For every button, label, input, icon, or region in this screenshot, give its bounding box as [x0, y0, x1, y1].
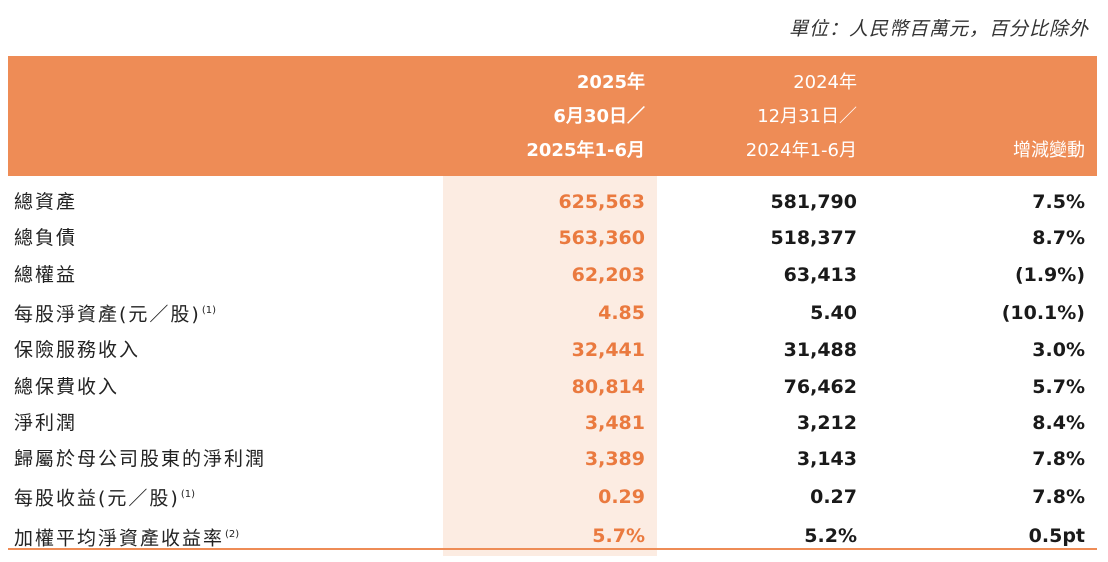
- value-change: 8.7%: [1032, 227, 1085, 250]
- value-2025: 625,563: [443, 176, 657, 221]
- row-label-text: 每股淨資產(元／股): [14, 303, 201, 326]
- row-label-text: 加權平均淨資產收益率: [14, 527, 225, 550]
- value-2024: 31,488: [783, 339, 857, 362]
- table-body: 總資產 625,563 581,790 7.5% 總負債 563,360 518,377 8.…: [8, 176, 1097, 557]
- header-change-label: 增減變動: [1013, 140, 1085, 161]
- table-row: 每股淨資產(元／股)(1) 4.85 5.40 (10.1%): [8, 292, 1097, 333]
- value-change: 3.0%: [1032, 339, 1085, 362]
- row-label: 每股收益(元／股)(1): [8, 477, 443, 516]
- value-2024: 5.40: [810, 301, 857, 324]
- value-2024: 518,377: [770, 227, 857, 250]
- table-row: 總保費收入 80,814 76,462 5.7%: [8, 368, 1097, 405]
- row-label: 總保費收入: [8, 369, 443, 405]
- value-2024: 0.27: [810, 486, 857, 509]
- table-row: 總負債 563,360 518,377 8.7%: [8, 220, 1097, 257]
- row-label-text: 每股收益(元／股): [14, 487, 180, 510]
- unit-note: 單位：人民幣百萬元，百分比除外: [788, 18, 1089, 40]
- value-2024: 3,212: [796, 411, 857, 434]
- value-2025: 5.7%: [443, 516, 657, 557]
- row-label-text: 總負債: [14, 227, 78, 250]
- header-2025-line-2: 6月30日／: [553, 106, 645, 127]
- table-row: 歸屬於母公司股東的淨利潤 3,389 3,143 7.8%: [8, 441, 1097, 478]
- value-2025: 3,389: [443, 441, 657, 478]
- header-change: 增減變動: [869, 56, 1097, 176]
- row-label: 保險服務收入: [8, 332, 443, 368]
- value-2025: 4.85: [443, 292, 657, 333]
- row-label-text: 保險服務收入: [14, 339, 141, 362]
- table-row: 總權益 62,203 63,413 (1.9%): [8, 256, 1097, 293]
- value-change: 5.7%: [1032, 375, 1085, 398]
- table-header-row: 2025年 6月30日／ 2025年1-6月 2024年 12月31日／ 202…: [8, 56, 1097, 176]
- row-label: 總資產: [8, 176, 443, 220]
- header-2025-line-1: 2025年: [576, 72, 645, 93]
- value-change: (1.9%): [1014, 263, 1085, 286]
- value-2024: 581,790: [770, 191, 857, 214]
- footnote-marker: (1): [201, 304, 216, 316]
- header-2024-line-2: 12月31日／: [757, 106, 857, 127]
- header-2024-line-3: 2024年1-6月: [745, 140, 857, 161]
- row-label-text: 總資產: [14, 191, 78, 214]
- header-2024-line-1: 2024年: [793, 72, 857, 93]
- value-2024: 63,413: [783, 263, 857, 286]
- header-2024: 2024年 12月31日／ 2024年1-6月: [657, 56, 869, 176]
- value-change: 0.5pt: [1028, 525, 1085, 548]
- table-row: 保險服務收入 32,441 31,488 3.0%: [8, 332, 1097, 369]
- value-2025: 0.29: [443, 477, 657, 517]
- financial-summary-table: 2025年 6月30日／ 2025年1-6月 2024年 12月31日／ 202…: [8, 56, 1097, 557]
- value-change: (10.1%): [1001, 301, 1085, 324]
- footnote-marker: (2): [225, 528, 240, 540]
- value-2024: 3,143: [796, 448, 857, 471]
- value-2025: 3,481: [443, 404, 657, 442]
- value-change: 7.5%: [1032, 191, 1085, 214]
- value-2025: 62,203: [443, 256, 657, 293]
- table-row: 淨利潤 3,481 3,212 8.4%: [8, 404, 1097, 442]
- row-label: 歸屬於母公司股東的淨利潤: [8, 441, 443, 477]
- value-change: 8.4%: [1032, 411, 1085, 434]
- value-2024: 5.2%: [804, 525, 857, 548]
- row-label: 淨利潤: [8, 405, 443, 441]
- value-2025: 80,814: [443, 368, 657, 405]
- row-label-text: 總權益: [14, 263, 78, 286]
- row-label: 總負債: [8, 220, 443, 256]
- value-2024: 76,462: [783, 375, 857, 398]
- value-2025: 32,441: [443, 332, 657, 369]
- table-row: 每股收益(元／股)(1) 0.29 0.27 7.8%: [8, 477, 1097, 517]
- header-2025-line-3: 2025年1-6月: [526, 140, 645, 161]
- row-label: 每股淨資產(元／股)(1): [8, 293, 443, 332]
- header-label-cell: [8, 56, 443, 176]
- value-change: 7.8%: [1032, 486, 1085, 509]
- row-label: 總權益: [8, 257, 443, 293]
- bottom-rule: [8, 548, 1097, 550]
- value-change: 7.8%: [1032, 448, 1085, 471]
- row-label-text: 歸屬於母公司股東的淨利潤: [14, 448, 267, 471]
- table-row: 加權平均淨資產收益率(2) 5.7% 5.2% 0.5pt: [8, 516, 1097, 557]
- footnote-marker: (1): [180, 489, 195, 501]
- value-2025: 563,360: [443, 220, 657, 257]
- row-label: 加權平均淨資產收益率(2): [8, 517, 443, 556]
- row-label-text: 淨利潤: [14, 411, 78, 434]
- table-row: 總資產 625,563 581,790 7.5%: [8, 176, 1097, 221]
- row-label-text: 總保費收入: [14, 375, 120, 398]
- header-2025: 2025年 6月30日／ 2025年1-6月: [443, 56, 657, 176]
